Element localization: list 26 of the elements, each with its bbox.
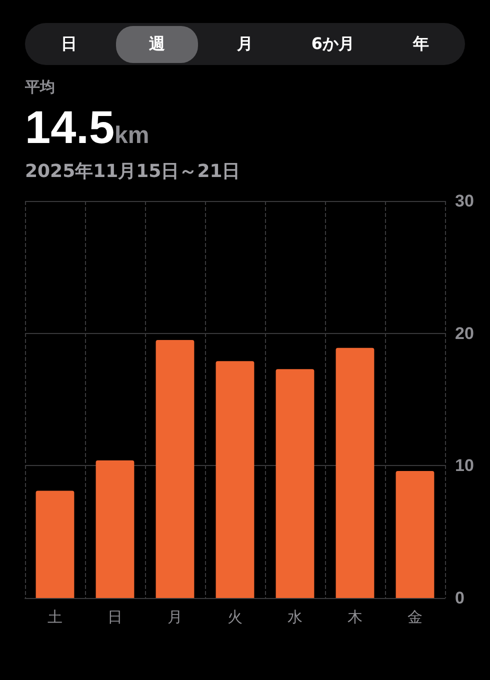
x-tick-label: 木 — [348, 609, 362, 626]
bar — [396, 470, 434, 598]
bar — [216, 361, 254, 598]
chart-subtitle: 14.5km — [25, 100, 150, 154]
x-tick-label: 月 — [168, 609, 182, 626]
y-tick-label: 0 — [455, 588, 464, 608]
bar — [336, 348, 374, 598]
text: 日 — [60, 32, 78, 54]
text: 2025年11月15日～21日 — [25, 160, 240, 184]
text: 週 — [116, 26, 198, 62]
y-tick-label: 10 — [455, 456, 474, 476]
y-tick-label: 30 — [455, 192, 474, 210]
x-tick-label: 金 — [408, 609, 422, 626]
bar — [276, 369, 314, 598]
x-tick-label: 火 — [228, 609, 242, 626]
y-tick-label: 20 — [455, 324, 474, 343]
bar — [36, 490, 74, 598]
x-tick-label: 土 — [48, 609, 62, 626]
text: 年 — [412, 32, 430, 54]
text: 6か月 — [310, 32, 356, 54]
text: 月 — [236, 32, 254, 54]
bar — [156, 340, 194, 598]
x-tick-label: 日 — [108, 609, 122, 626]
x-tick-label: 水 — [288, 609, 302, 626]
chart-title: 平均 — [25, 78, 55, 97]
bar — [96, 460, 134, 598]
